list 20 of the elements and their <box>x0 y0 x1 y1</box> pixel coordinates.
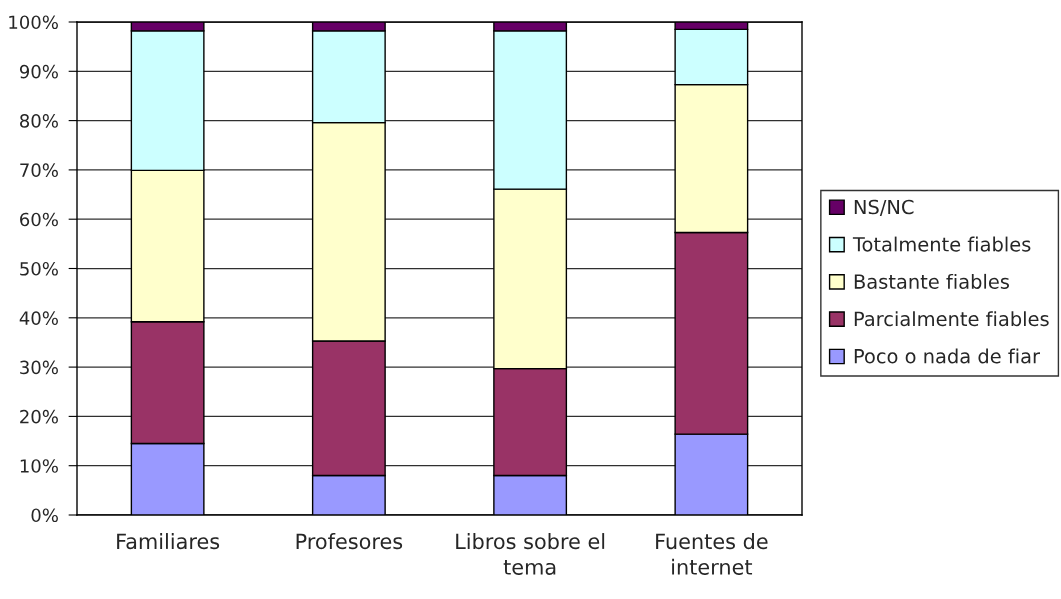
y-tick-label: 60% <box>20 212 58 227</box>
y-tick-label: 40% <box>19 311 58 325</box>
legend-label: Parcialmente fiables <box>854 311 1049 327</box>
x-tick-label: Profesores <box>296 533 403 550</box>
y-tick-label: 20% <box>20 409 58 424</box>
x-tick-label: Familiares <box>117 533 220 550</box>
legend-label: Totalmente fiables <box>852 236 1031 252</box>
y-tick-label: 0% <box>31 508 58 523</box>
y-tick-label: 70% <box>20 163 58 178</box>
y-tick-label: 30% <box>20 360 58 375</box>
x-tick-label: Fuentes de internet <box>656 533 768 575</box>
y-tick-label: 90% <box>19 64 58 79</box>
y-tick-label: 100% <box>9 15 58 30</box>
legend-label: NS/NC <box>854 199 914 216</box>
y-tick-label: 10% <box>20 459 58 473</box>
y-tick-label: 50% <box>20 261 58 276</box>
legend-label: Poco o nada de fiar <box>854 348 1041 364</box>
y-tick-label: 80% <box>20 114 58 128</box>
x-tick-label: Libros sobre el tema <box>456 533 605 575</box>
legend-label: Bastante fiables <box>854 273 1009 289</box>
